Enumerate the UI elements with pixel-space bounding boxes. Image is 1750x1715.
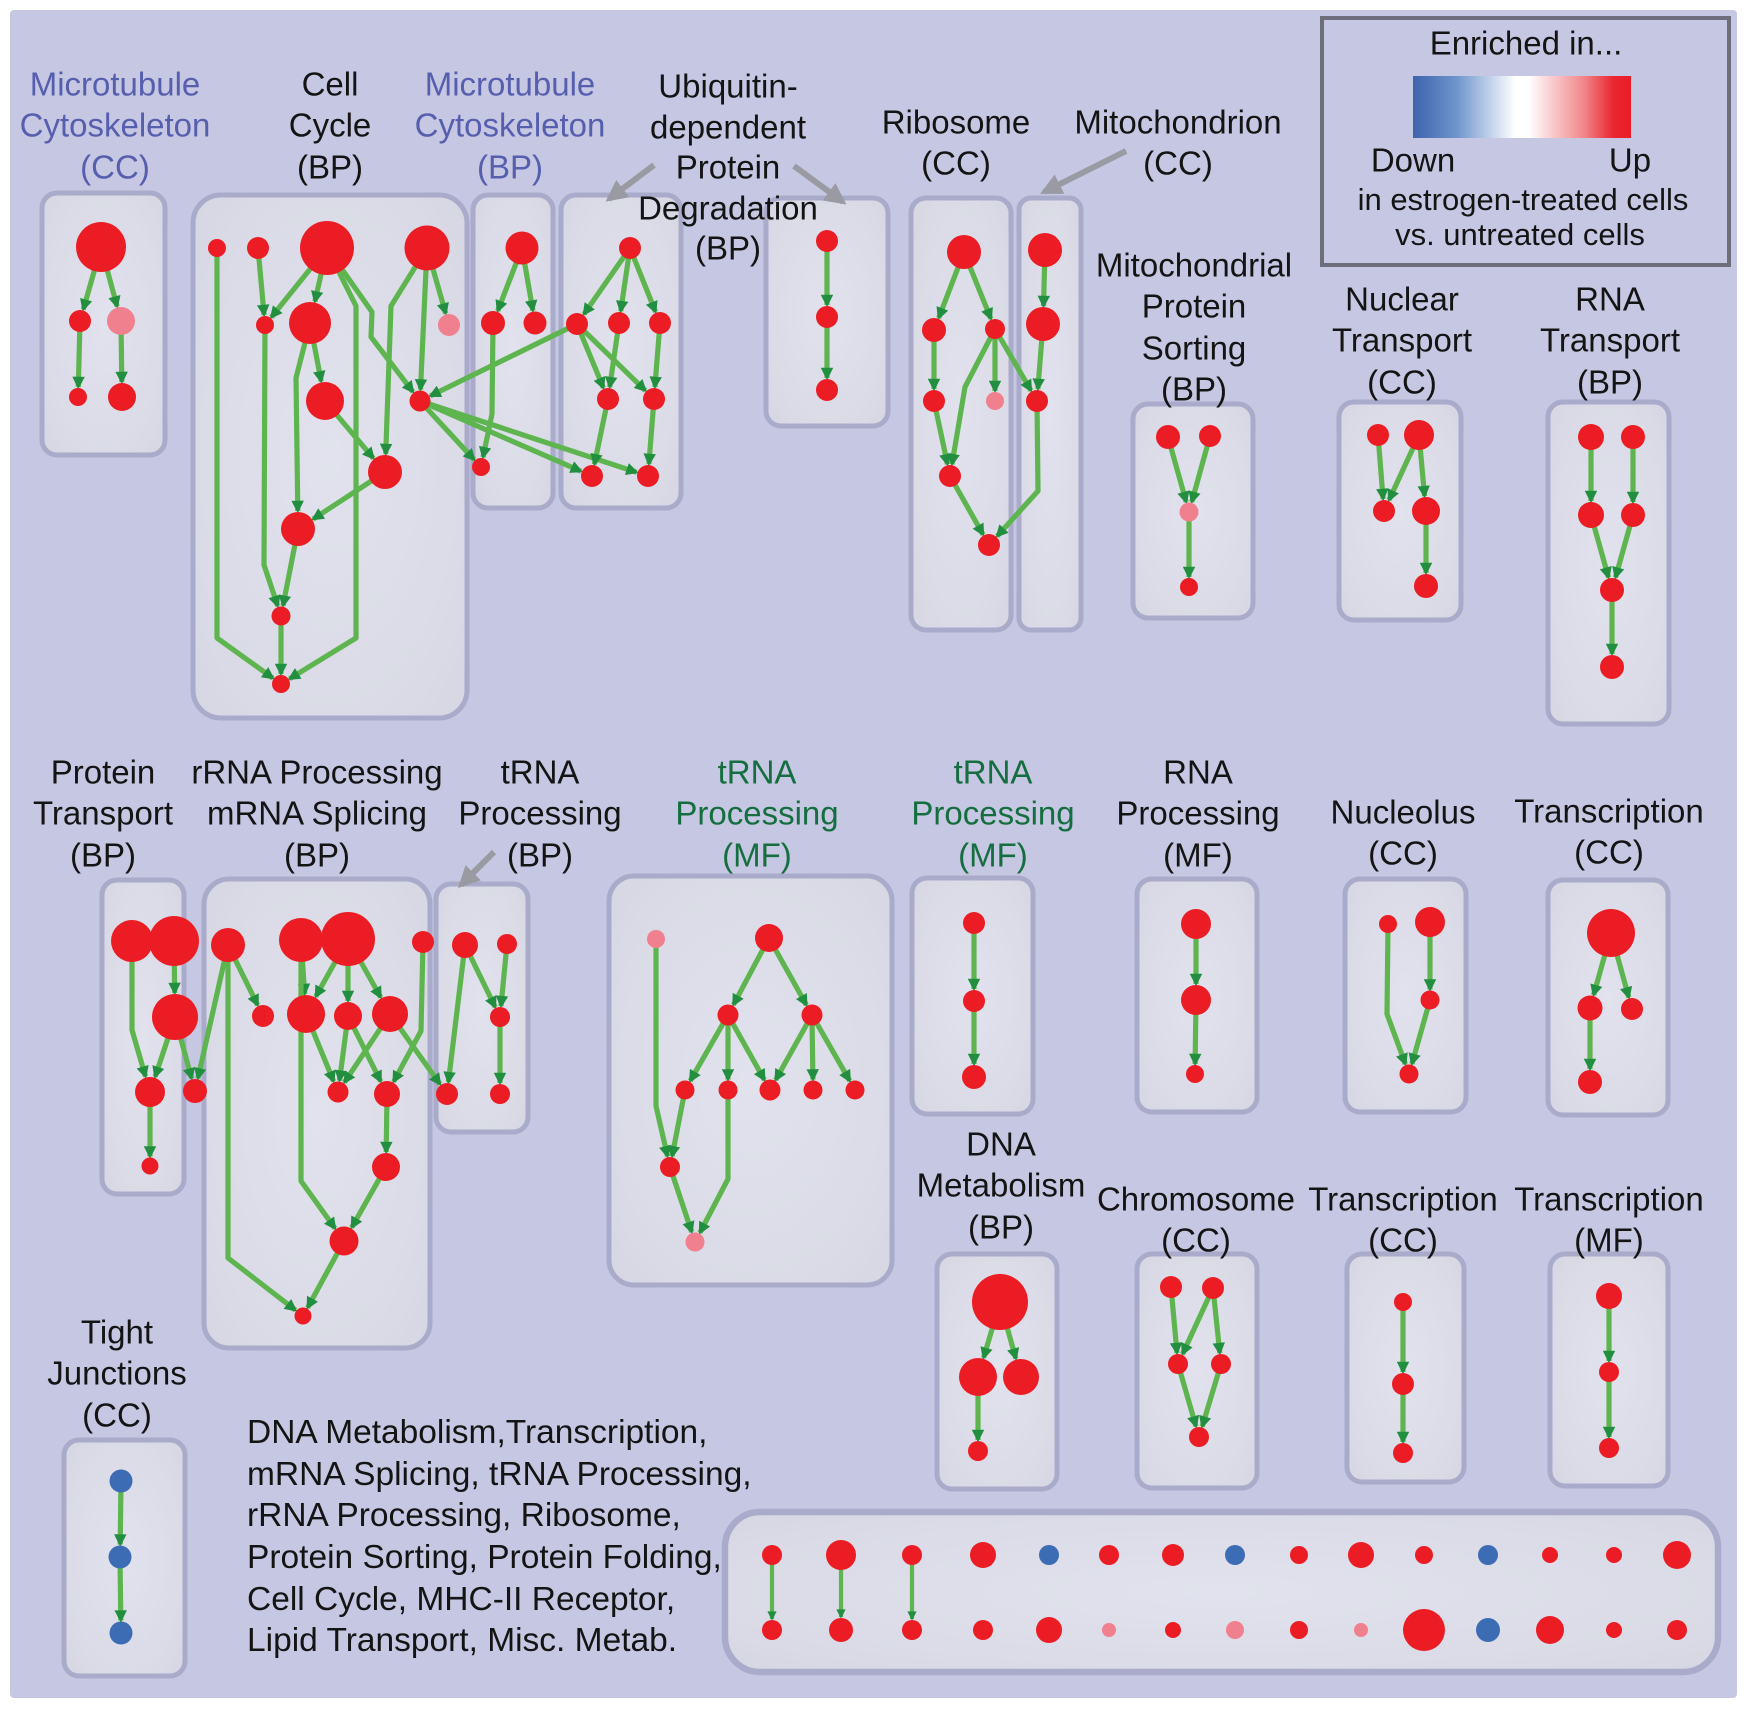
svg-text:rRNA Processing, Ribosome,: rRNA Processing, Ribosome, bbox=[247, 1497, 681, 1534]
svg-text:(CC): (CC) bbox=[1367, 364, 1437, 401]
svg-text:Mitochondrion: Mitochondrion bbox=[1074, 104, 1281, 141]
svg-text:(BP): (BP) bbox=[968, 1209, 1034, 1246]
svg-text:RNA: RNA bbox=[1575, 281, 1645, 318]
svg-text:Protein: Protein bbox=[51, 754, 156, 791]
svg-text:(BP): (BP) bbox=[507, 837, 573, 874]
svg-text:(CC): (CC) bbox=[1161, 1222, 1231, 1259]
svg-text:Degradation: Degradation bbox=[638, 190, 818, 227]
svg-text:Metabolism: Metabolism bbox=[917, 1167, 1086, 1204]
svg-text:(BP): (BP) bbox=[695, 230, 761, 267]
svg-text:(BP): (BP) bbox=[477, 149, 543, 186]
svg-text:Microtubule: Microtubule bbox=[30, 66, 201, 103]
svg-text:(BP): (BP) bbox=[1577, 364, 1643, 401]
svg-text:Transcription: Transcription bbox=[1514, 1181, 1704, 1218]
svg-text:(CC): (CC) bbox=[1368, 1222, 1438, 1259]
svg-text:Nucleolus: Nucleolus bbox=[1331, 794, 1476, 831]
svg-text:Cytoskeleton: Cytoskeleton bbox=[415, 107, 606, 144]
svg-text:Cytoskeleton: Cytoskeleton bbox=[20, 107, 211, 144]
svg-text:RNA: RNA bbox=[1163, 754, 1233, 791]
svg-text:(BP): (BP) bbox=[297, 149, 363, 186]
svg-text:Processing: Processing bbox=[675, 795, 838, 832]
svg-text:Mitochondrial: Mitochondrial bbox=[1096, 247, 1292, 284]
svg-text:(BP): (BP) bbox=[70, 837, 136, 874]
svg-text:(MF): (MF) bbox=[1163, 837, 1233, 874]
svg-text:Up: Up bbox=[1609, 142, 1651, 179]
svg-text:Transcription: Transcription bbox=[1514, 793, 1704, 830]
svg-text:(CC): (CC) bbox=[80, 149, 150, 186]
svg-text:Transport: Transport bbox=[1540, 322, 1680, 359]
svg-text:Tight: Tight bbox=[81, 1314, 153, 1351]
svg-text:Nuclear: Nuclear bbox=[1345, 281, 1459, 318]
svg-text:(CC): (CC) bbox=[1368, 835, 1438, 872]
svg-text:Enriched in...: Enriched in... bbox=[1430, 25, 1623, 62]
svg-text:(MF): (MF) bbox=[1574, 1222, 1644, 1259]
svg-text:(MF): (MF) bbox=[722, 837, 792, 874]
svg-text:(CC): (CC) bbox=[1574, 834, 1644, 871]
svg-text:Transport: Transport bbox=[33, 795, 173, 832]
svg-text:Cell Cycle, MHC-II Receptor,: Cell Cycle, MHC-II Receptor, bbox=[247, 1581, 675, 1618]
svg-text:Down: Down bbox=[1371, 142, 1455, 179]
svg-text:vs. untreated cells: vs. untreated cells bbox=[1395, 217, 1645, 252]
svg-text:Cell: Cell bbox=[302, 66, 359, 103]
svg-text:Sorting: Sorting bbox=[1142, 330, 1247, 367]
svg-text:Cycle: Cycle bbox=[289, 107, 372, 144]
svg-text:Processing: Processing bbox=[1116, 795, 1279, 832]
svg-text:Transport: Transport bbox=[1332, 322, 1472, 359]
svg-text:dependent: dependent bbox=[650, 109, 806, 146]
svg-text:(CC): (CC) bbox=[82, 1397, 152, 1434]
svg-text:Protein: Protein bbox=[1142, 288, 1247, 325]
svg-text:tRNA: tRNA bbox=[501, 754, 580, 791]
svg-text:Processing: Processing bbox=[458, 795, 621, 832]
svg-text:mRNA Splicing: mRNA Splicing bbox=[207, 795, 427, 832]
svg-text:Transcription: Transcription bbox=[1308, 1181, 1498, 1218]
svg-text:(CC): (CC) bbox=[1143, 145, 1213, 182]
svg-text:Lipid Transport, Misc. Metab.: Lipid Transport, Misc. Metab. bbox=[247, 1622, 677, 1659]
svg-text:rRNA Processing: rRNA Processing bbox=[191, 754, 442, 791]
svg-text:tRNA: tRNA bbox=[954, 754, 1033, 791]
svg-text:Processing: Processing bbox=[911, 795, 1074, 832]
svg-text:Protein Sorting, Protein Foldi: Protein Sorting, Protein Folding, bbox=[247, 1539, 722, 1576]
svg-text:mRNA Splicing, tRNA Processing: mRNA Splicing, tRNA Processing, bbox=[247, 1456, 752, 1493]
svg-text:(CC): (CC) bbox=[921, 145, 991, 182]
svg-text:(BP): (BP) bbox=[284, 837, 350, 874]
svg-text:(BP): (BP) bbox=[1161, 371, 1227, 408]
svg-text:tRNA: tRNA bbox=[718, 754, 797, 791]
svg-text:Junctions: Junctions bbox=[47, 1355, 186, 1392]
svg-text:DNA: DNA bbox=[966, 1126, 1036, 1163]
svg-text:in estrogen-treated cells: in estrogen-treated cells bbox=[1358, 182, 1689, 217]
svg-text:Protein: Protein bbox=[676, 149, 781, 186]
svg-text:Chromosome: Chromosome bbox=[1097, 1181, 1295, 1218]
svg-text:(MF): (MF) bbox=[958, 837, 1028, 874]
svg-text:Ubiquitin-: Ubiquitin- bbox=[658, 68, 797, 105]
svg-text:Microtubule: Microtubule bbox=[425, 66, 596, 103]
svg-text:DNA Metabolism,Transcription,: DNA Metabolism,Transcription, bbox=[247, 1414, 707, 1451]
svg-text:Ribosome: Ribosome bbox=[882, 104, 1031, 141]
